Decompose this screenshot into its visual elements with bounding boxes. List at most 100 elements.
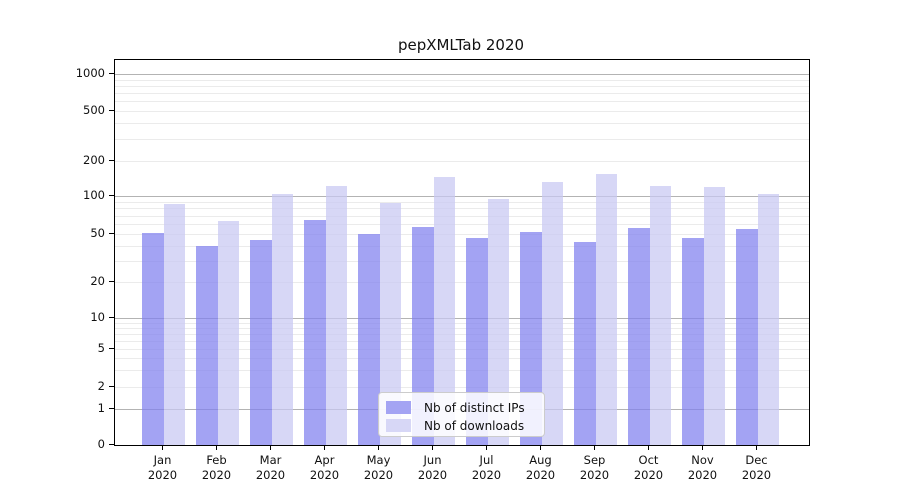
plot-area — [114, 59, 810, 446]
bar-downloads-sep — [595, 173, 617, 445]
gridline-minor — [115, 260, 809, 262]
x-tick-label-feb: Feb 2020 — [201, 453, 232, 482]
bar-downloads-jan — [163, 204, 185, 445]
bar-downloads-jul — [487, 198, 509, 445]
y-tick-mark — [109, 159, 114, 161]
gridline-minor — [115, 224, 809, 225]
gridline-minor — [115, 215, 809, 217]
gridline-minor — [115, 161, 809, 162]
bar-downloads-dec — [757, 194, 779, 445]
gridline-minor — [115, 245, 809, 247]
bar-downloads-oct — [649, 186, 671, 445]
x-tick-label-oct: Oct 2020 — [633, 453, 664, 482]
y-tick-label: 50 — [90, 226, 105, 240]
gridline-major — [115, 196, 809, 197]
y-tick-label: 200 — [83, 153, 105, 167]
gridline-minor — [115, 93, 809, 95]
x-tick-mark — [756, 445, 758, 450]
x-tick-mark — [486, 445, 488, 450]
gridline-minor — [115, 138, 809, 140]
bar-downloads-feb — [217, 221, 239, 445]
y-tick-label: 1000 — [75, 66, 105, 80]
gridline-minor — [115, 282, 809, 283]
bar-ips-nov — [682, 238, 704, 445]
bar-downloads-jun — [433, 177, 455, 445]
gridline-minor — [115, 101, 809, 103]
x-tick-mark — [162, 445, 164, 450]
legend-row-distinct-ips: Nb of distinct IPs — [386, 399, 536, 416]
chart-title: pepXMLTab 2020 — [397, 36, 525, 54]
gridline-major — [115, 318, 809, 319]
x-tick-label-dec: Dec 2020 — [741, 453, 772, 482]
y-tick-mark — [109, 232, 114, 234]
y-tick-label: 5 — [97, 341, 105, 355]
x-tick-label-jun: Jun 2020 — [417, 453, 448, 482]
y-tick-mark — [109, 347, 114, 349]
legend-swatch-distinct-ips — [386, 401, 411, 414]
y-tick-mark — [109, 194, 114, 196]
bar-ips-jan — [142, 232, 164, 445]
gridline-major — [115, 74, 809, 75]
y-tick-label: 1 — [97, 401, 105, 415]
y-tick-label: 20 — [90, 274, 105, 288]
bar-ips-aug — [520, 231, 542, 445]
y-tick-mark — [109, 280, 114, 282]
x-tick-mark — [594, 445, 596, 450]
y-tick-label: 10 — [90, 310, 105, 324]
y-tick-mark — [109, 407, 114, 409]
bar-ips-oct — [628, 227, 650, 445]
y-tick-label: 100 — [83, 188, 105, 202]
gridline-minor — [115, 79, 809, 81]
gridline-minor — [115, 123, 809, 125]
bar-downloads-aug — [541, 181, 563, 445]
y-tick-mark — [109, 316, 114, 318]
gridline-minor — [115, 387, 809, 388]
x-tick-mark — [648, 445, 650, 450]
bar-downloads-nov — [703, 187, 725, 445]
legend: Nb of distinct IPs Nb of downloads — [378, 392, 545, 437]
bar-ips-apr — [304, 219, 326, 445]
gridline-minor — [115, 370, 809, 372]
bar-ips-may — [358, 234, 380, 445]
y-tick-mark — [109, 443, 114, 445]
legend-label-downloads: Nb of downloads — [424, 418, 525, 433]
x-tick-label-sep: Sep 2020 — [579, 453, 610, 482]
legend-label-distinct-ips: Nb of distinct IPs — [424, 400, 525, 415]
legend-row-downloads: Nb of downloads — [386, 417, 536, 434]
x-tick-mark — [324, 445, 326, 450]
gridline-minor — [115, 349, 809, 350]
bar-downloads-may — [379, 203, 401, 445]
x-tick-label-jul: Jul 2020 — [471, 453, 502, 482]
gridline-minor — [115, 358, 809, 360]
gridline-minor — [115, 322, 809, 324]
bar-ips-dec — [736, 228, 758, 445]
bar-downloads-apr — [325, 185, 347, 445]
y-tick-mark — [109, 385, 114, 387]
x-tick-mark — [270, 445, 272, 450]
x-tick-label-may: May 2020 — [363, 453, 394, 482]
bar-ips-jun — [412, 226, 434, 445]
gridline-minor — [115, 327, 809, 329]
x-tick-label-aug: Aug 2020 — [525, 453, 556, 482]
x-tick-mark — [540, 445, 542, 450]
gridline-minor — [115, 201, 809, 203]
bar-ips-mar — [250, 239, 272, 445]
bar-ips-feb — [196, 245, 218, 445]
x-tick-mark — [378, 445, 380, 450]
y-tick-mark — [109, 72, 114, 74]
bar-downloads-mar — [271, 193, 293, 445]
x-tick-label-apr: Apr 2020 — [309, 453, 340, 482]
legend-swatch-downloads — [386, 419, 411, 432]
x-tick-label-mar: Mar 2020 — [255, 453, 286, 482]
bar-ips-sep — [574, 241, 596, 445]
gridline-minor — [115, 111, 809, 112]
gridline-minor — [115, 340, 809, 342]
gridline-minor — [115, 234, 809, 235]
y-tick-label: 2 — [97, 379, 105, 393]
x-tick-label-jan: Jan 2020 — [147, 453, 178, 482]
gridline-minor — [115, 208, 809, 210]
x-tick-mark — [432, 445, 434, 450]
x-tick-label-nov: Nov 2020 — [687, 453, 718, 482]
gridline-minor — [115, 85, 809, 87]
